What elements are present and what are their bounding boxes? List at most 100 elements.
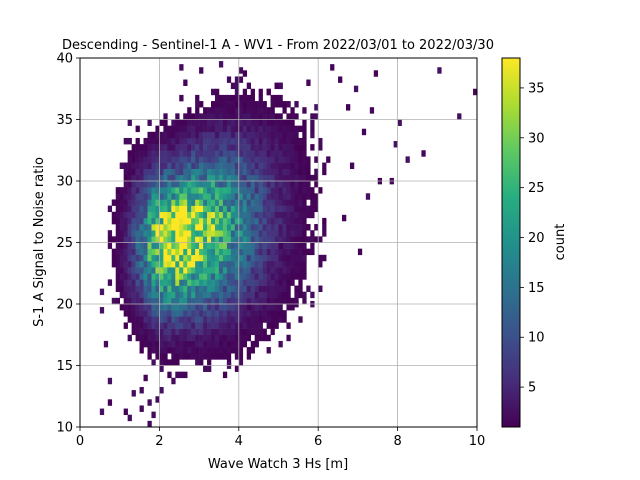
histogram-cell [179,137,184,145]
histogram-cell [131,304,136,311]
histogram-cell [179,254,184,262]
histogram-cell [218,150,224,157]
histogram-cell [211,310,216,317]
histogram-cell [226,254,232,262]
histogram-cell [218,347,224,354]
histogram-cell [111,297,117,305]
histogram-cell [246,94,252,102]
histogram-cell [290,279,295,286]
histogram-cell [151,267,156,274]
histogram-cell [282,125,287,133]
histogram-cell [187,242,192,249]
histogram-cell [183,297,188,305]
histogram-cell [230,101,236,108]
histogram-cell [298,137,303,145]
histogram-cell [250,107,255,114]
histogram-cell [258,291,263,299]
histogram-cell [183,199,188,206]
histogram-cell [159,119,164,126]
colorbar [501,57,521,428]
histogram-cell [171,273,176,280]
histogram-cell [234,273,240,280]
histogram-cell [238,119,244,126]
histogram-cell [179,248,184,256]
histogram-cell [282,230,287,237]
histogram-cell [211,224,216,231]
histogram-cell [226,242,232,249]
histogram-cell [163,137,168,145]
histogram-cell [171,131,176,139]
histogram-cell [139,156,144,163]
histogram-cell [187,260,192,268]
histogram-cell [230,125,236,133]
histogram-cell [203,291,208,299]
histogram-cell [163,340,168,348]
histogram-cell [298,162,303,169]
histogram-cell [282,101,287,108]
histogram-cell [195,254,200,262]
histogram-outlier-cell [107,377,113,385]
histogram-cell [222,291,228,299]
histogram-outlier-cell [199,67,204,74]
histogram-cell [159,217,164,225]
histogram-cell [270,248,275,256]
histogram-cell [242,199,248,206]
histogram-cell [214,205,220,213]
histogram-cell [147,267,152,274]
histogram-cell [270,187,275,194]
histogram-cell [203,137,208,145]
histogram-cell [246,322,252,329]
histogram-cell [326,156,331,163]
histogram-cell [131,285,136,292]
histogram-cell [195,168,200,176]
histogram-cell [286,125,291,133]
histogram-cell [222,113,228,120]
histogram-cell [207,113,212,120]
histogram-cell [155,236,160,243]
histogram-cell [242,248,248,256]
histogram-cell [294,242,299,249]
histogram-cell [111,260,117,268]
histogram-cell [147,193,152,200]
histogram-cell [230,316,236,323]
histogram-cell [274,144,279,151]
histogram-cell [282,291,287,299]
histogram-cell [187,217,192,225]
histogram-cell [119,205,124,213]
histogram-cell [262,181,267,188]
histogram-cell [222,285,228,292]
histogram-cell [211,101,216,108]
histogram-cell [151,211,156,219]
histogram-cell [214,279,220,286]
histogram-cell [230,291,236,299]
histogram-cell [254,328,259,336]
histogram-cell [123,199,128,206]
histogram-cell [310,144,315,151]
histogram-cell [234,254,240,262]
histogram-cell [187,236,192,243]
histogram-cell [123,187,128,194]
histogram-cell [242,211,248,219]
histogram-cell [139,236,144,243]
histogram-cell [230,168,236,176]
histogram-cell [214,113,220,120]
histogram-cell [318,137,323,145]
histogram-cell [222,340,228,348]
histogram-cell [222,353,228,360]
histogram-cell [179,224,184,231]
histogram-cell [203,279,208,286]
histogram-cell [218,156,224,163]
histogram-cell [115,217,120,225]
histogram-cell [234,137,240,145]
histogram-cell [195,156,200,163]
histogram-cell [250,230,255,237]
histogram-cell [258,174,263,182]
histogram-cell [191,279,196,286]
histogram-cell [195,162,200,169]
histogram-outlier-cell [298,285,303,292]
histogram-cell [250,224,255,231]
histogram-cell [282,316,287,323]
histogram-cell [123,217,128,225]
histogram-cell [290,150,295,157]
histogram-cell [199,230,204,237]
